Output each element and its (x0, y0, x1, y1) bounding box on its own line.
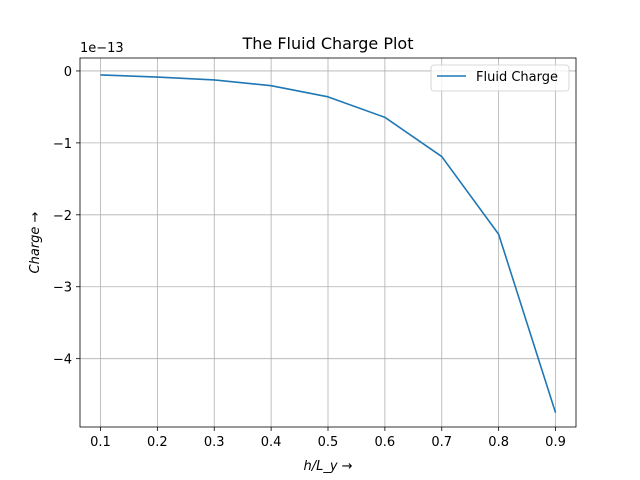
y-tick-label: −2 (53, 209, 72, 224)
y-tick-label: −1 (53, 137, 72, 152)
y-tick-label: −4 (53, 353, 72, 368)
x-tick-label: 0.9 (545, 435, 566, 450)
x-tick-label: 0.4 (261, 435, 282, 450)
x-tick-label: 0.6 (375, 435, 396, 450)
legend-box (430, 64, 570, 92)
x-tick-label: 0.1 (90, 435, 111, 450)
legend: Fluid Charge (430, 64, 570, 92)
x-tick-label: 0.3 (204, 435, 225, 450)
x-tick-label: 0.8 (488, 435, 509, 450)
y-tick-label: 0 (64, 65, 72, 80)
x-tick-label: 0.5 (318, 435, 339, 450)
y-axis-label: Charge → (28, 211, 43, 273)
x-axis-label: h/L_y → (303, 459, 352, 474)
y-tick-label: −3 (53, 281, 72, 296)
x-tick-label: 0.7 (431, 435, 452, 450)
legend-label-fluid-charge: Fluid Charge (476, 70, 558, 85)
axis-ticks: 0.1 0.2 0.3 0.4 0.5 0.6 0.7 0.8 0.9 0 −1 −2 −3 −4 (53, 65, 566, 450)
chart-title: The Fluid Charge Plot (242, 34, 414, 53)
series-lines (100, 74, 557, 413)
y-offset-text: 1e−13 (80, 41, 124, 56)
series-line-fluid-charge (100, 74, 557, 413)
x-tick-label: 0.2 (147, 435, 168, 450)
